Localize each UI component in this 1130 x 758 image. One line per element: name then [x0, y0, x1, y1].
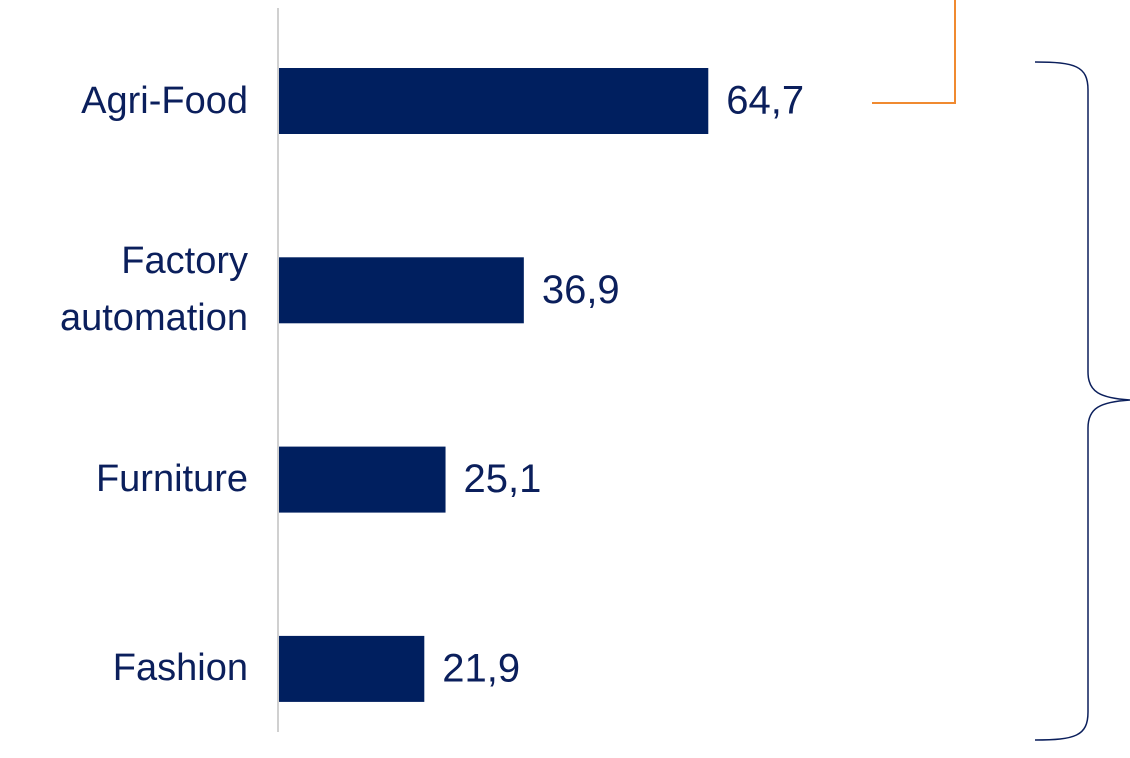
category-label: Fashion	[112, 647, 248, 690]
brace	[1034, 61, 1130, 741]
bar	[279, 446, 446, 513]
value-label: 21,9	[442, 646, 520, 690]
bar	[279, 635, 425, 702]
value-label: 25,1	[464, 457, 542, 501]
value-label: 36,9	[542, 268, 620, 312]
bar	[279, 68, 709, 134]
category-label: Factory automation	[59, 240, 248, 340]
category-label: Furniture	[95, 458, 248, 501]
connector-line	[872, 0, 956, 104]
value-label: 64,7	[726, 79, 804, 123]
category-label: Agri-Food	[81, 79, 248, 122]
bar	[279, 257, 524, 324]
